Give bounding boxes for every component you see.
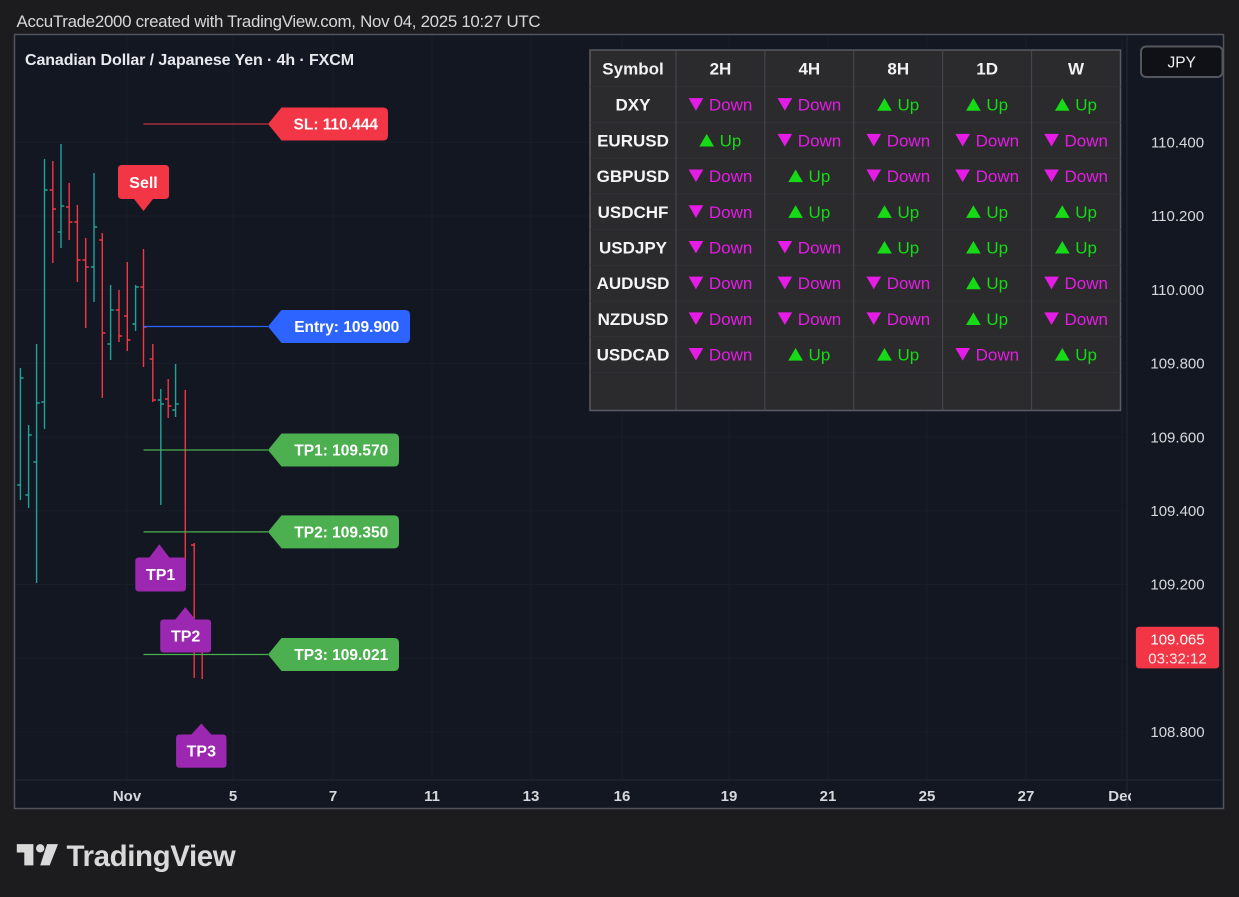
svg-text:5: 5 [229,788,237,805]
svg-text:USDJPY: USDJPY [599,238,668,257]
svg-text:Down: Down [798,96,841,115]
svg-text:16: 16 [614,788,631,805]
svg-text:TP2: 109.350: TP2: 109.350 [294,524,388,541]
svg-text:25: 25 [919,788,936,805]
svg-text:03:32:12: 03:32:12 [1148,650,1206,667]
svg-text:AccuTrade2000 created with Tra: AccuTrade2000 created with TradingView.c… [17,12,541,31]
svg-text:109.065: 109.065 [1150,631,1204,648]
svg-text:Up: Up [809,346,831,365]
svg-text:Entry: 109.900: Entry: 109.900 [294,319,399,336]
svg-text:EURUSD: EURUSD [597,131,669,150]
svg-text:Sell: Sell [129,175,157,192]
svg-text:W: W [1068,59,1085,78]
svg-text:Up: Up [897,346,919,365]
svg-text:Up: Up [986,96,1008,115]
svg-text:Down: Down [1065,131,1108,150]
svg-text:Up: Up [986,274,1008,293]
svg-text:Down: Down [976,346,1019,365]
svg-text:SL: 110.444: SL: 110.444 [294,117,379,134]
svg-text:Down: Down [887,310,930,329]
svg-text:Canadian Dollar / Japanese Yen: Canadian Dollar / Japanese Yen · 4h · FX… [25,52,354,69]
svg-text:7: 7 [329,788,337,805]
svg-text:110.200: 110.200 [1151,208,1204,225]
svg-text:Down: Down [798,131,841,150]
svg-text:Up: Up [1075,346,1097,365]
svg-text:13: 13 [523,788,540,805]
svg-text:Up: Up [720,131,742,150]
svg-text:Up: Up [1075,96,1097,115]
svg-text:Down: Down [887,274,930,293]
svg-text:Up: Up [1075,238,1097,257]
svg-text:Down: Down [709,167,752,186]
svg-text:Up: Up [986,238,1008,257]
svg-text:Symbol: Symbol [602,59,663,78]
svg-text:Up: Up [897,238,919,257]
svg-text:TP1: TP1 [146,567,175,584]
svg-text:Down: Down [709,238,752,257]
svg-text:Down: Down [976,131,1019,150]
svg-text:Down: Down [709,203,752,222]
svg-text:Down: Down [887,167,930,186]
svg-text:Down: Down [887,131,930,150]
svg-text:27: 27 [1018,788,1035,805]
svg-text:108.800: 108.800 [1150,724,1204,741]
svg-text:Down: Down [1065,167,1108,186]
svg-text:GBPUSD: GBPUSD [597,167,670,186]
svg-text:110.400: 110.400 [1151,135,1204,152]
svg-text:Down: Down [976,167,1019,186]
svg-text:110.000: 110.000 [1151,282,1204,299]
svg-text:TP2: TP2 [171,629,200,646]
svg-text:TP1: 109.570: TP1: 109.570 [294,443,388,460]
svg-text:TradingView: TradingView [67,840,236,873]
svg-text:Dec: Dec [1108,788,1136,805]
svg-text:109.600: 109.600 [1150,429,1204,446]
svg-text:Up: Up [897,96,919,115]
svg-text:NZDUSD: NZDUSD [598,310,669,329]
svg-text:Up: Up [986,203,1008,222]
svg-text:2H: 2H [710,59,732,78]
svg-text:JPY: JPY [1167,55,1195,72]
svg-text:Down: Down [709,274,752,293]
svg-text:Down: Down [709,96,752,115]
svg-text:TP3: 109.021: TP3: 109.021 [294,647,388,664]
svg-text:109.400: 109.400 [1150,503,1204,520]
svg-text:USDCHF: USDCHF [598,203,669,222]
svg-text:8H: 8H [887,59,909,78]
svg-text:Down: Down [709,346,752,365]
svg-text:1D: 1D [976,59,998,78]
svg-text:19: 19 [721,788,738,805]
svg-text:Up: Up [809,167,831,186]
svg-text:109.800: 109.800 [1150,356,1204,373]
svg-text:TP3: TP3 [187,744,216,761]
svg-text:Down: Down [709,310,752,329]
svg-text:4H: 4H [798,59,820,78]
svg-text:Nov: Nov [113,788,142,805]
svg-text:21: 21 [820,788,837,805]
svg-text:11: 11 [424,788,440,805]
svg-text:AUDUSD: AUDUSD [597,274,670,293]
svg-text:DXY: DXY [616,96,652,115]
svg-text:Down: Down [798,310,841,329]
svg-text:109.200: 109.200 [1150,577,1204,594]
svg-text:Down: Down [1065,310,1108,329]
svg-text:Up: Up [897,203,919,222]
svg-text:Up: Up [809,203,831,222]
svg-text:Up: Up [1075,203,1097,222]
svg-text:USDCAD: USDCAD [597,346,670,365]
svg-text:Up: Up [986,310,1008,329]
svg-text:Down: Down [798,274,841,293]
svg-text:Down: Down [1065,274,1108,293]
svg-text:Down: Down [798,238,841,257]
